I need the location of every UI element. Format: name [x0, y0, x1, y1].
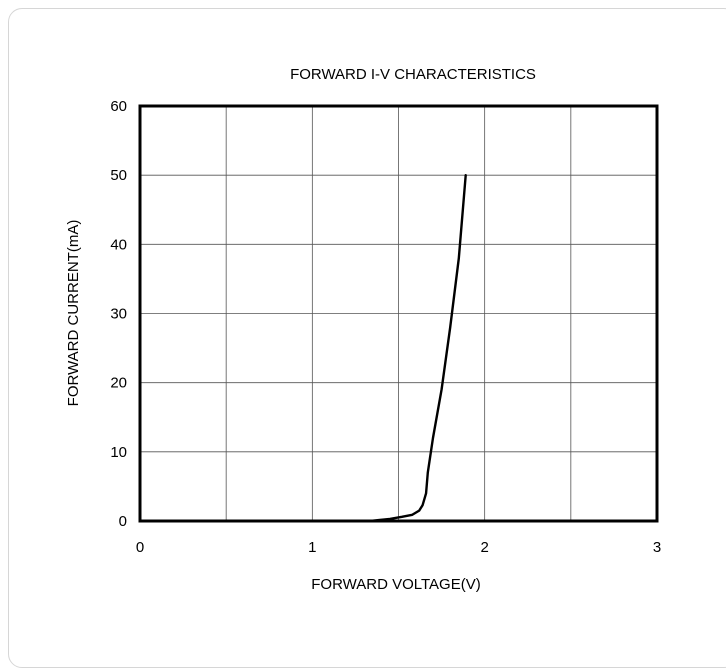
y-tick-label: 50: [110, 167, 127, 184]
x-tick-label: 1: [308, 539, 316, 556]
y-tick-label: 30: [110, 306, 127, 323]
y-axis-label: FORWARD CURRENT(mA): [65, 220, 82, 407]
y-tick-label: 10: [110, 444, 127, 461]
chart-card: [8, 8, 726, 668]
x-tick-labels: 0 1 2 3: [136, 539, 661, 556]
y-tick-labels: 0 10 20 30 40 50 60: [110, 98, 127, 530]
grid-lines: [140, 106, 657, 521]
chart-title: FORWARD I-V CHARACTERISTICS: [290, 66, 536, 83]
x-axis-label: FORWARD VOLTAGE(V): [311, 576, 480, 593]
x-tick-label: 0: [136, 539, 144, 556]
x-tick-label: 3: [653, 539, 661, 556]
plot-frame: [138, 104, 659, 523]
y-tick-label: 0: [119, 513, 127, 530]
y-tick-label: 20: [110, 375, 127, 392]
series-line: [138, 173, 467, 523]
y-tick-label: 40: [110, 236, 127, 253]
x-tick-label: 2: [480, 539, 488, 556]
y-tick-label: 60: [110, 98, 127, 115]
